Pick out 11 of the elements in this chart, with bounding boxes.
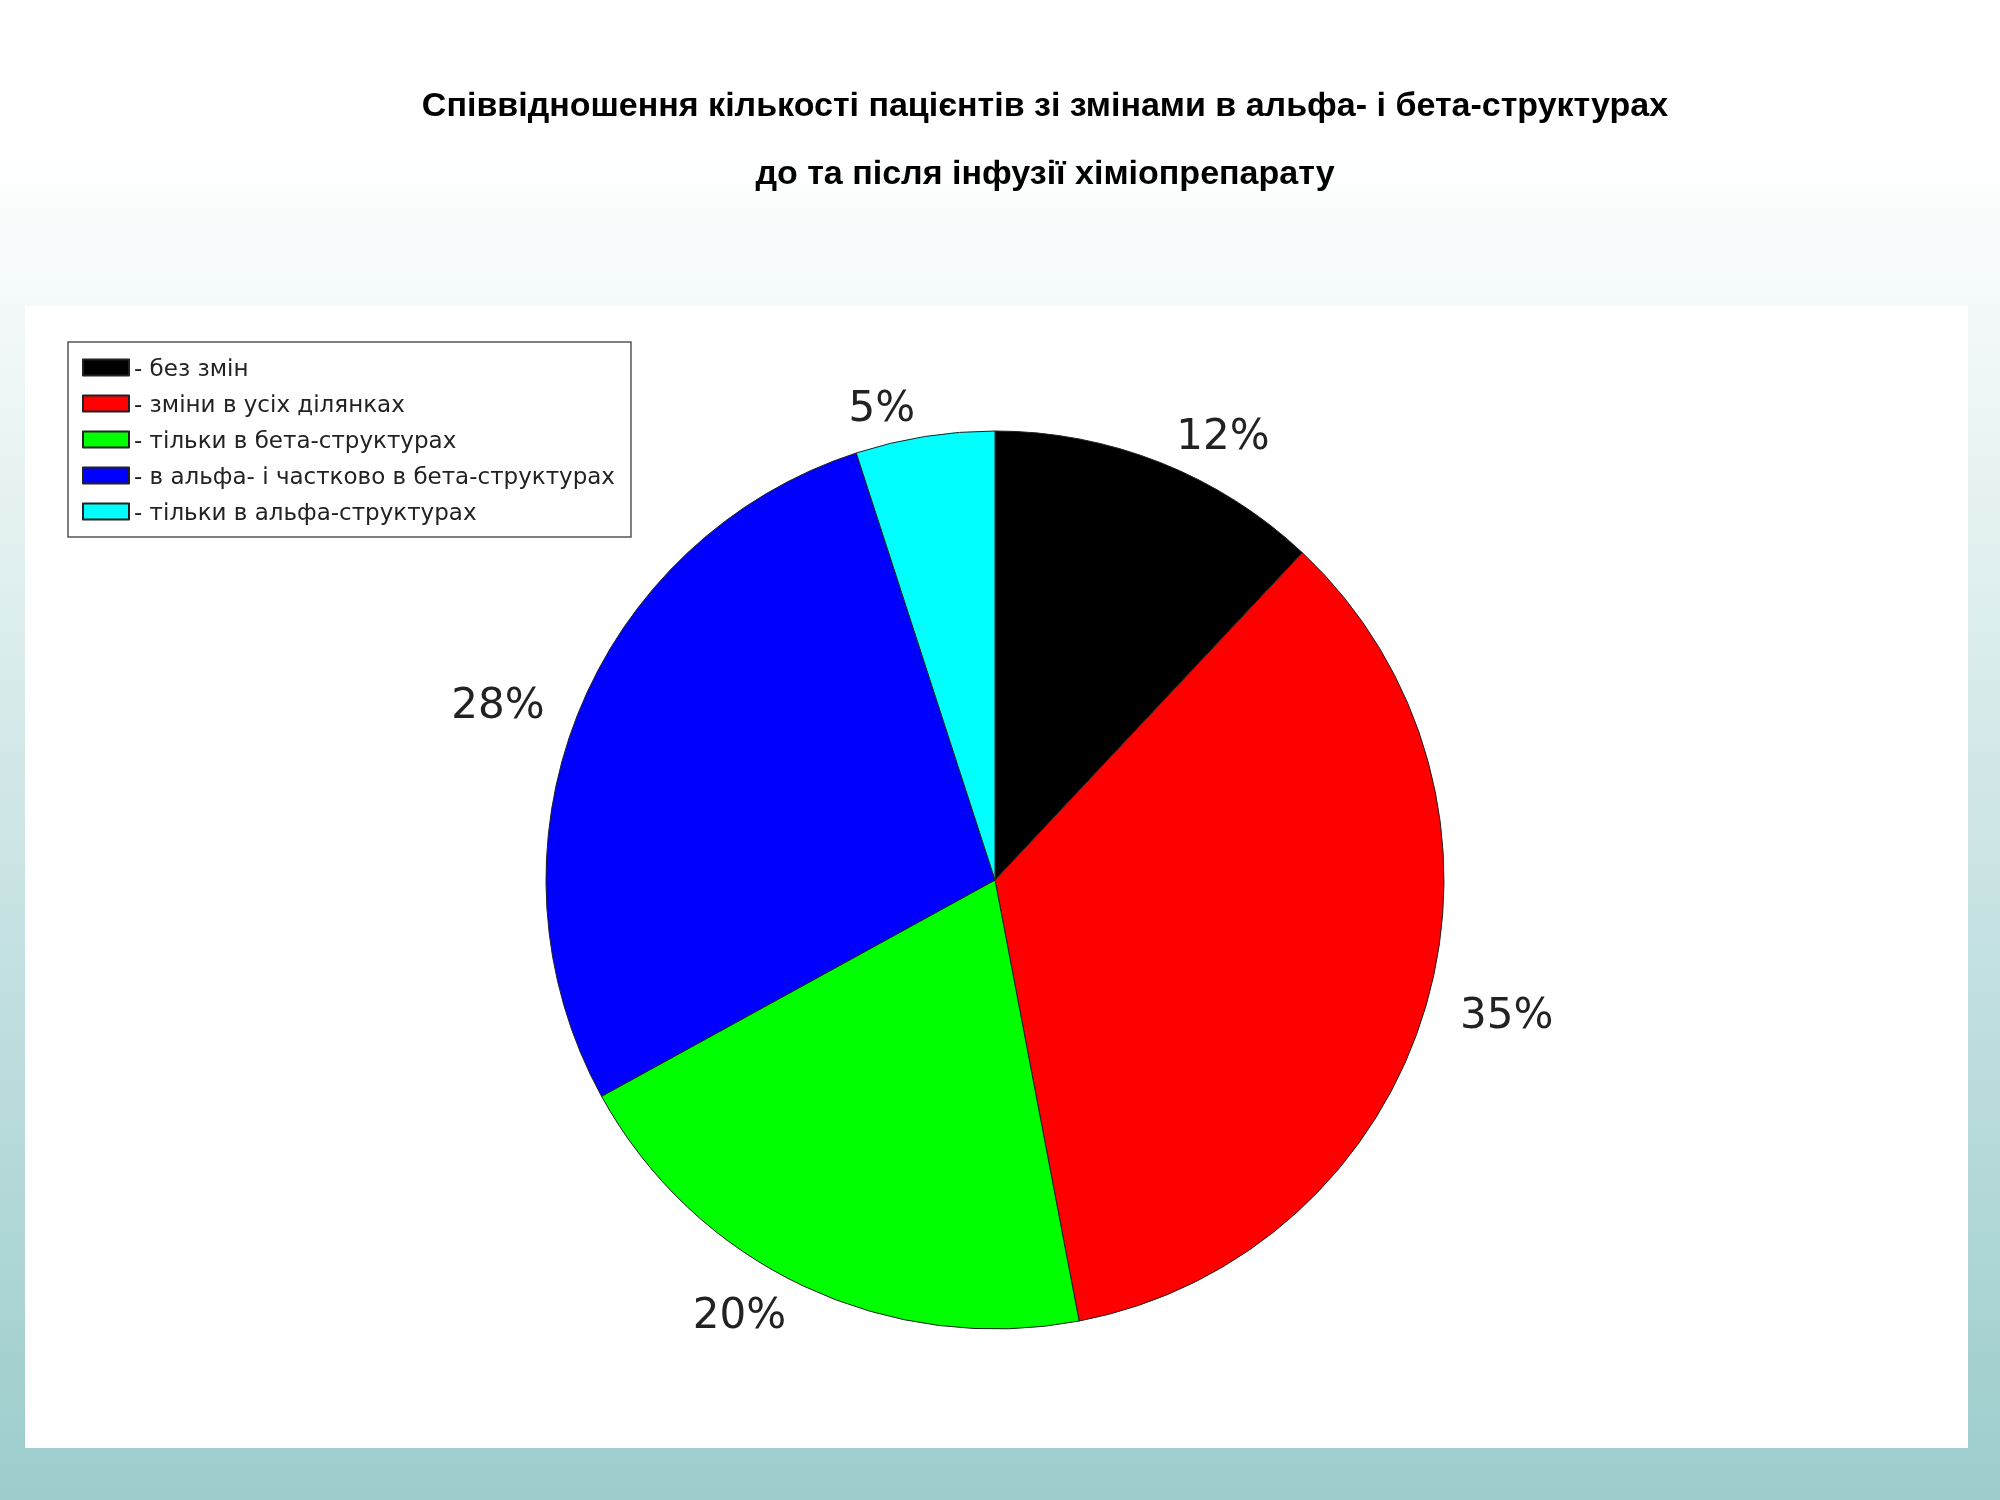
- legend-label: - тільки в бета-структурах: [134, 426, 457, 453]
- data-label: 5%: [848, 382, 916, 432]
- chart-title: Співвідношення кількості пацієнтів зі змінами в альфа- і бета-структурах до та після інфузії хіміопрепарату: [420, 84, 1670, 193]
- legend-label: - в альфа- і частково в бета-структурах: [134, 462, 615, 489]
- data-label: 28%: [451, 679, 545, 729]
- data-label: 35%: [1459, 989, 1554, 1039]
- data-label: 12%: [1176, 410, 1270, 460]
- legend-label: - без змін: [134, 354, 249, 381]
- legend-label: - зміни в усіх ділянках: [134, 390, 405, 417]
- legend-label: - тільки в альфа-структурах: [134, 498, 477, 525]
- data-label: 20%: [692, 1288, 787, 1338]
